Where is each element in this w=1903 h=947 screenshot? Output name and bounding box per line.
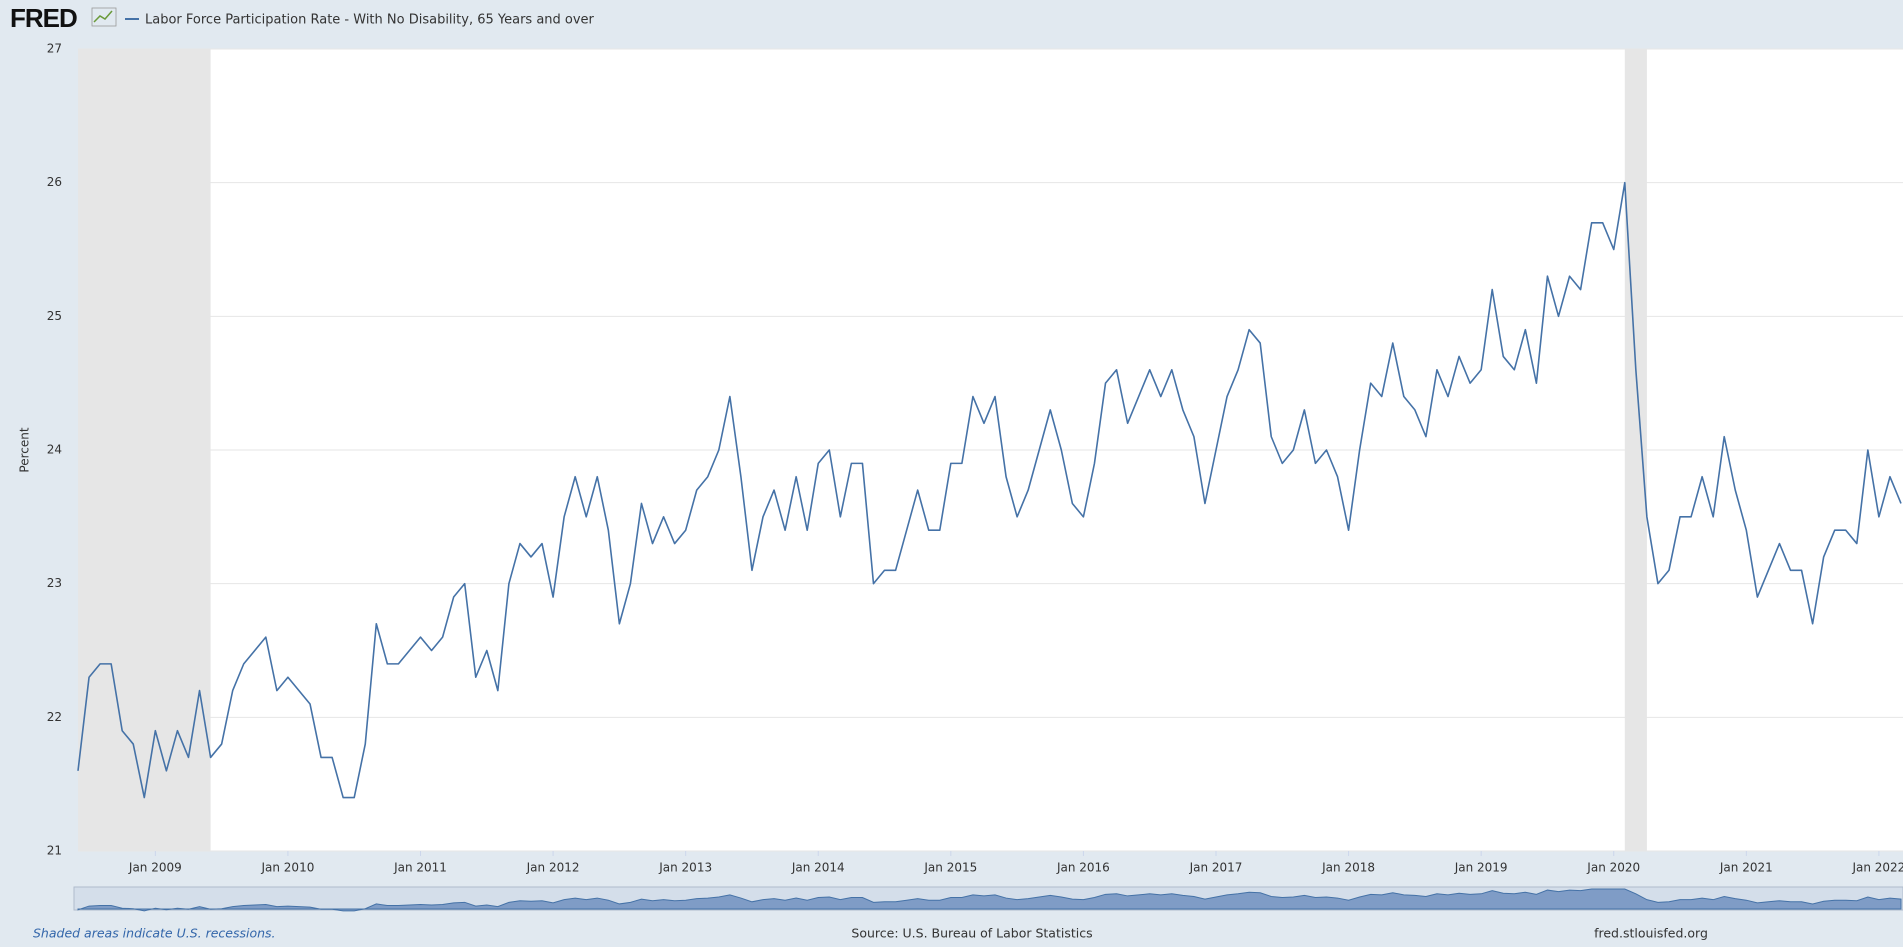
x-tick-label: Jan 2018: [1321, 861, 1375, 875]
y-tick-label: 21: [47, 844, 62, 858]
recession-note: Shaded areas indicate U.S. recessions.: [33, 926, 276, 941]
series-line: [77, 181, 1902, 799]
logo-icon-frame: [91, 7, 117, 27]
x-tick-label: Jan 2022: [1851, 861, 1903, 875]
navigator-series: [77, 888, 1902, 912]
navigator-area: [77, 888, 1902, 912]
x-tick-label: Jan 2020: [1586, 861, 1640, 875]
x-tick-label: Jan 2011: [393, 861, 447, 875]
y-tick-label: 25: [47, 309, 62, 323]
site[interactable]: fred.stlouisfed.org: [1594, 926, 1708, 941]
x-tick-label: Jan 2009: [128, 861, 182, 875]
x-tick-label: Jan 2014: [791, 861, 845, 875]
y-tick-label: 27: [47, 42, 62, 56]
axes: 21 22 23 24 25 26 27 Jan 2009 Jan 2010 Jan 2011 Ja…: [47, 42, 1903, 875]
grid: [78, 48, 1903, 852]
y-tick-label: 24: [47, 443, 62, 457]
x-tick-label: Jan 2016: [1056, 861, 1110, 875]
y-tick-label: 26: [47, 175, 62, 189]
y-tick-label: 23: [47, 576, 62, 590]
y-tick-label: 22: [47, 710, 62, 724]
x-tick-label: Jan 2017: [1189, 861, 1243, 875]
x-tick-label: Jan 2010: [260, 861, 314, 875]
x-tick-label: Jan 2012: [526, 861, 580, 875]
x-tick-label: Jan 2015: [923, 861, 977, 875]
y-axis-label: Percent: [18, 427, 32, 472]
source: Source: U.S. Bureau of Labor Statistics: [851, 926, 1092, 941]
x-tick-label: Jan 2021: [1719, 861, 1773, 875]
x-tick-label: Jan 2019: [1454, 861, 1508, 875]
legend-label: Labor Force Participation Rate - With No…: [145, 13, 595, 28]
x-tick-label: Jan 2013: [658, 861, 712, 875]
logo[interactable]: FRED: [10, 3, 78, 33]
logo-icon: [93, 10, 113, 23]
series: [77, 181, 1902, 799]
